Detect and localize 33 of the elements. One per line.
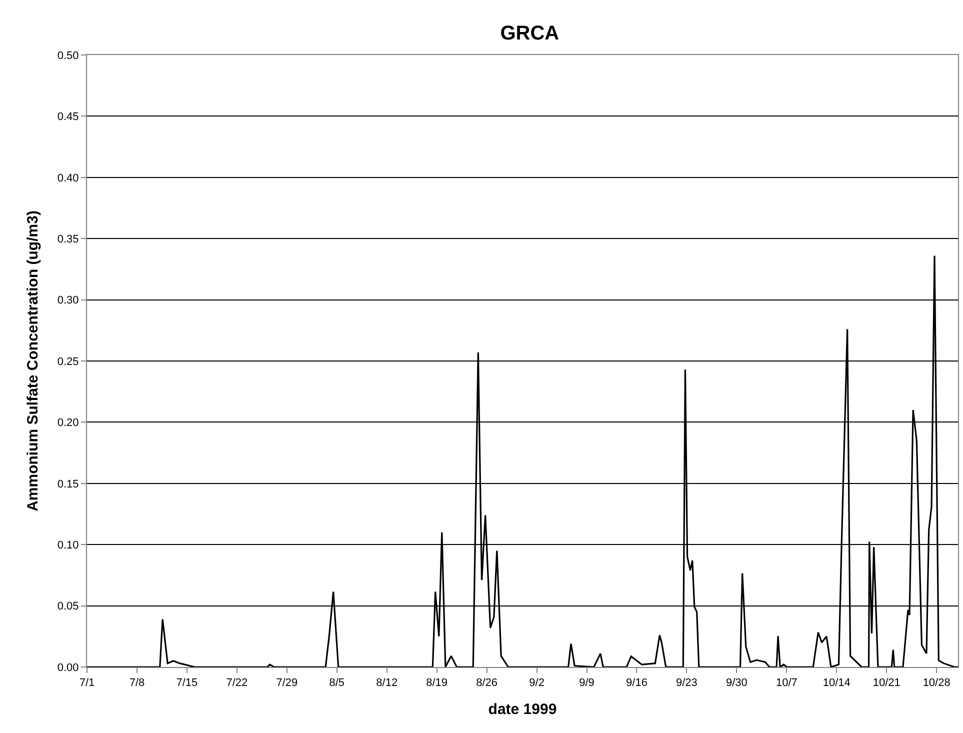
x-tick-label: 7/8 xyxy=(129,677,145,690)
x-tick-label: 8/26 xyxy=(476,677,498,690)
x-tick-label: 7/22 xyxy=(226,677,248,690)
x-tick-label: 10/28 xyxy=(922,677,950,690)
x-tick-label: 10/14 xyxy=(822,677,850,690)
x-tick-label: 8/12 xyxy=(376,677,398,690)
x-tick-label: 7/1 xyxy=(79,677,95,690)
y-tick-label: 0.30 xyxy=(57,294,79,307)
y-axis-title: Ammonium Sulfate Concentration (ug/m3) xyxy=(24,210,42,512)
x-tick-label: 9/9 xyxy=(579,677,594,690)
x-tick-label: 9/2 xyxy=(529,677,544,690)
x-axis-title: date 1999 xyxy=(488,701,557,718)
chart-title: GRCA xyxy=(500,22,560,45)
x-tick-label: 8/19 xyxy=(426,677,448,690)
x-tick-label: 8/5 xyxy=(329,677,345,690)
line-series xyxy=(87,254,958,667)
x-tick-label: 7/29 xyxy=(276,677,298,690)
x-tick-label: 9/23 xyxy=(676,677,698,690)
y-tick-label: 0.45 xyxy=(57,111,79,124)
x-tick-label: 10/21 xyxy=(872,677,900,690)
y-tick-label: 0.50 xyxy=(57,50,79,62)
y-tick-label: 0.05 xyxy=(57,600,79,613)
x-tick-label: 7/15 xyxy=(176,677,198,690)
x-tick-label: 10/7 xyxy=(776,677,798,690)
y-tick-label: 0.40 xyxy=(57,172,79,184)
y-tick-label: 0.15 xyxy=(57,478,79,490)
y-tick-label: 0.35 xyxy=(57,233,79,246)
y-tick-label: 0.00 xyxy=(57,662,79,674)
y-tick-label: 0.20 xyxy=(57,417,79,430)
y-tick-label: 0.10 xyxy=(57,539,79,552)
y-tick-label: 0.25 xyxy=(57,356,79,368)
x-tick-label: 9/16 xyxy=(626,677,648,690)
x-tick-label: 9/30 xyxy=(726,677,748,690)
